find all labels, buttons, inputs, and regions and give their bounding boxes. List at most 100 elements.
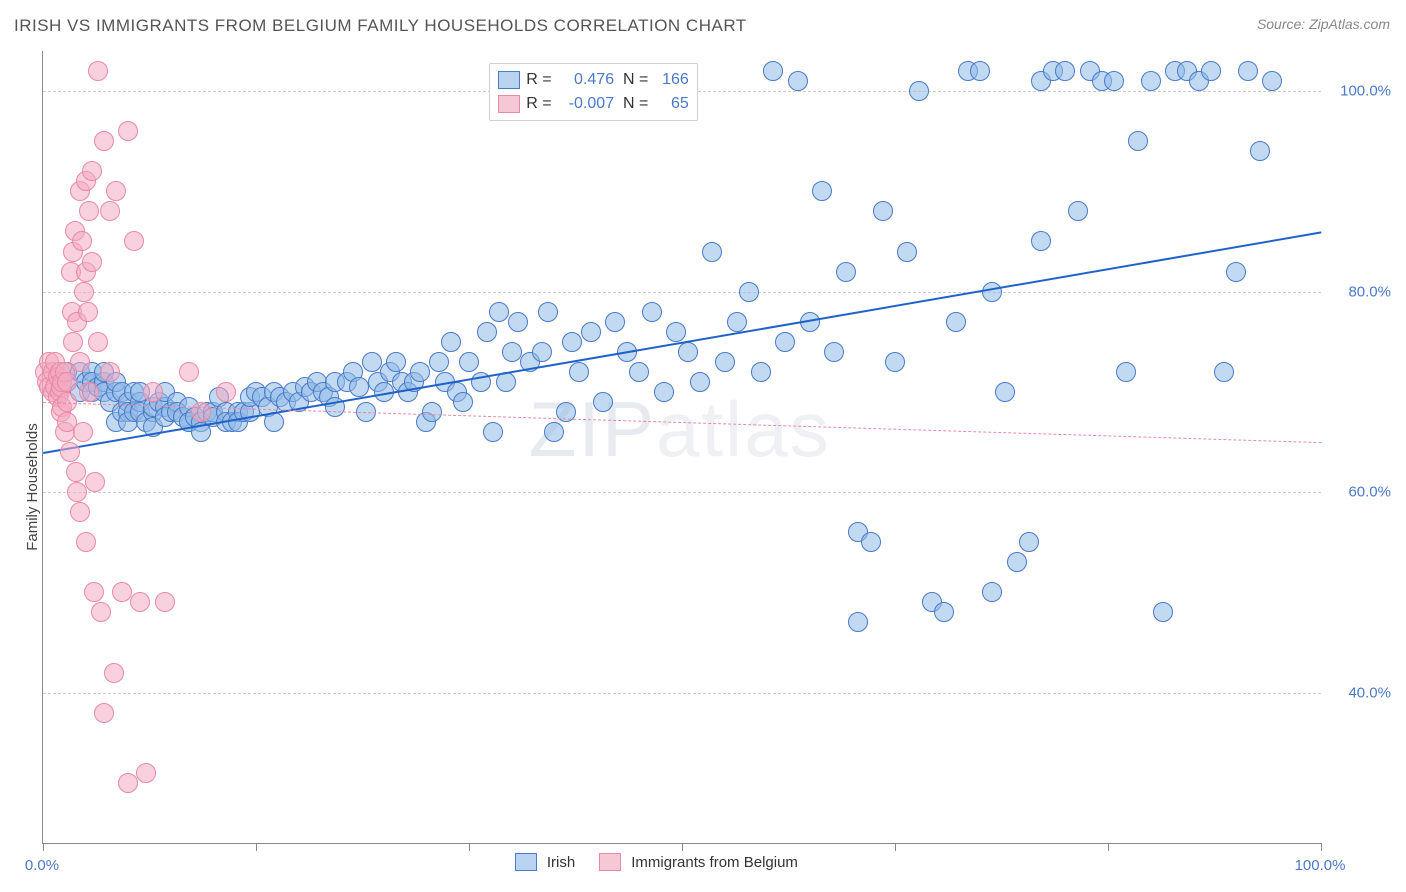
data-point <box>191 402 211 422</box>
legend-row: R = -0.007 N = 65 <box>498 92 688 116</box>
data-point <box>130 592 150 612</box>
data-point <box>982 282 1002 302</box>
data-point <box>775 332 795 352</box>
legend-correlation: R = 0.476 N = 166 R = -0.007 N = 65 <box>489 63 697 121</box>
data-point <box>1104 71 1124 91</box>
legend-label: Immigrants from Belgium <box>631 854 798 871</box>
data-point <box>751 362 771 382</box>
gridline <box>43 292 1321 293</box>
data-point <box>85 472 105 492</box>
source-label: Source: ZipAtlas.com <box>1257 16 1390 32</box>
data-point <box>489 302 509 322</box>
data-point <box>67 482 87 502</box>
data-point <box>702 242 722 262</box>
data-point <box>909 81 929 101</box>
data-point <box>422 402 442 422</box>
gridline <box>43 492 1321 493</box>
data-point <box>538 302 558 322</box>
data-point <box>982 582 1002 602</box>
data-point <box>1141 71 1161 91</box>
data-point <box>362 352 382 372</box>
data-point <box>124 231 144 251</box>
data-point <box>84 582 104 602</box>
data-point <box>82 252 102 272</box>
data-point <box>642 302 662 322</box>
data-point <box>1068 201 1088 221</box>
data-point <box>995 382 1015 402</box>
data-point <box>1262 71 1282 91</box>
data-point <box>1250 141 1270 161</box>
data-point <box>970 61 990 81</box>
x-tick <box>682 843 683 851</box>
data-point <box>1214 362 1234 382</box>
data-point <box>79 201 99 221</box>
data-point <box>60 442 80 462</box>
data-point <box>74 282 94 302</box>
data-point <box>453 392 473 412</box>
data-point <box>1238 61 1258 81</box>
data-point <box>72 231 92 251</box>
x-tick <box>1108 843 1109 851</box>
data-point <box>1055 61 1075 81</box>
data-point <box>727 312 747 332</box>
data-point <box>629 362 649 382</box>
x-axis-max-label: 100.0% <box>1295 857 1346 874</box>
data-point <box>136 763 156 783</box>
legend-row: R = 0.476 N = 166 <box>498 68 688 92</box>
data-point <box>763 61 783 81</box>
data-point <box>1201 61 1221 81</box>
y-tick-label: 100.0% <box>1331 83 1391 100</box>
data-point <box>179 362 199 382</box>
legend-series: IrishImmigrants from Belgium <box>515 853 812 871</box>
data-point <box>562 332 582 352</box>
data-point <box>934 602 954 622</box>
x-axis-min-label: 0.0% <box>25 857 59 874</box>
data-point <box>678 342 698 362</box>
data-point <box>581 322 601 342</box>
legend-stat: R = -0.007 N = 65 <box>526 95 688 113</box>
data-point <box>94 703 114 723</box>
plot-area: ZIPatlas 40.0%60.0%80.0%100.0% <box>42 51 1321 844</box>
data-point <box>873 201 893 221</box>
data-point <box>532 342 552 362</box>
data-point <box>1153 602 1173 622</box>
data-point <box>508 312 528 332</box>
chart-title: IRISH VS IMMIGRANTS FROM BELGIUM FAMILY … <box>14 16 747 36</box>
data-point <box>104 663 124 683</box>
data-point <box>690 372 710 392</box>
x-tick <box>1321 843 1322 851</box>
data-point <box>569 362 589 382</box>
data-point <box>788 71 808 91</box>
data-point <box>836 262 856 282</box>
x-tick <box>256 843 257 851</box>
data-point <box>459 352 479 372</box>
data-point <box>739 282 759 302</box>
y-tick-label: 80.0% <box>1331 283 1391 300</box>
data-point <box>544 422 564 442</box>
data-point <box>1128 131 1148 151</box>
data-point <box>441 332 461 352</box>
data-point <box>483 422 503 442</box>
x-tick <box>469 843 470 851</box>
data-point <box>63 332 83 352</box>
data-point <box>946 312 966 332</box>
data-point <box>94 131 114 151</box>
data-point <box>812 181 832 201</box>
data-point <box>848 612 868 632</box>
data-point <box>76 532 96 552</box>
data-point <box>57 372 77 392</box>
data-point <box>897 242 917 262</box>
data-point <box>386 352 406 372</box>
data-point <box>143 382 163 402</box>
data-point <box>410 362 430 382</box>
data-point <box>1116 362 1136 382</box>
data-point <box>155 592 175 612</box>
data-point <box>78 302 98 322</box>
gridline <box>43 693 1321 694</box>
x-tick <box>895 843 896 851</box>
data-point <box>654 382 674 402</box>
y-axis-title: Family Households <box>24 423 41 551</box>
data-point <box>70 352 90 372</box>
data-point <box>100 201 120 221</box>
data-point <box>73 422 93 442</box>
